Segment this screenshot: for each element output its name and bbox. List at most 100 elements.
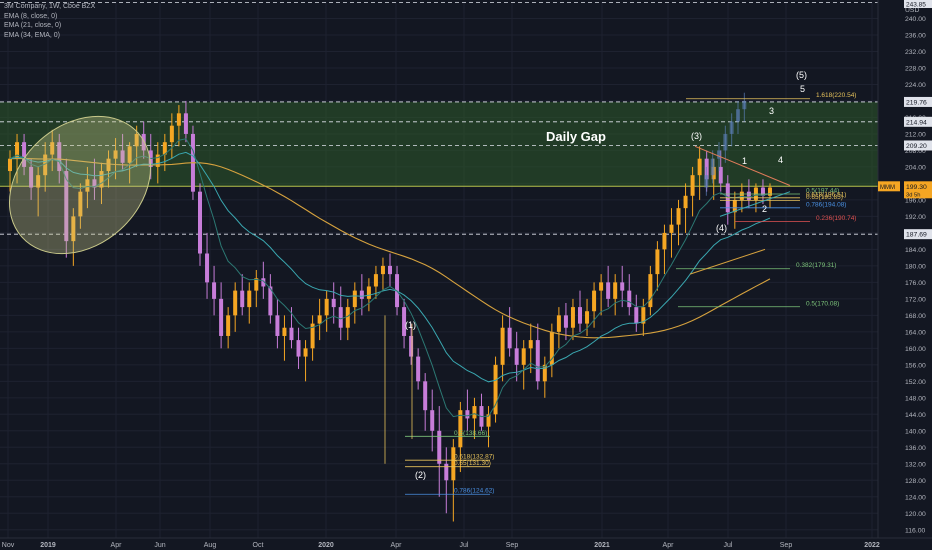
candle-body	[676, 208, 681, 225]
symbol-title[interactable]: 3M Company, 1W, Cboe BZX	[4, 3, 96, 10]
candle-body	[219, 298, 224, 336]
candle-body	[247, 290, 252, 308]
candle-body	[282, 327, 287, 336]
candle-body	[57, 142, 62, 172]
candle-body	[212, 282, 217, 299]
y-tick-label: 156.00	[905, 362, 926, 369]
candle-body	[493, 364, 498, 415]
top-price-badge	[904, 0, 932, 8]
y-tick-label: 164.00	[905, 329, 926, 336]
x-tick-label: Apr	[391, 542, 403, 549]
y-tick-label: 160.00	[905, 346, 926, 353]
candle-body	[43, 154, 48, 176]
candle-body	[78, 191, 83, 217]
fib-label: 1.618(220.54)	[816, 92, 856, 99]
candle-body	[690, 175, 695, 196]
y-tick-label: 192.00	[905, 214, 926, 221]
candle-body	[423, 381, 428, 411]
candle-body	[683, 195, 688, 209]
candle-body	[444, 463, 449, 481]
candle-body	[338, 307, 343, 328]
ema34-legend[interactable]: EMA (34, EMA, 0)	[4, 31, 61, 39]
price-badge	[904, 229, 932, 240]
mmm-tag	[878, 181, 900, 192]
x-tick-label: Jul	[460, 542, 469, 549]
candle-body	[8, 158, 12, 172]
y-tick-label: 148.00	[905, 395, 926, 402]
y-tick-label: 120.00	[905, 511, 926, 518]
candle-body	[732, 199, 737, 213]
price-axis-bg	[878, 0, 932, 550]
time-axis-bg	[0, 538, 932, 550]
candle-body	[331, 298, 336, 308]
candle-body	[15, 142, 20, 159]
candle-body	[662, 232, 667, 250]
ema8-legend[interactable]: EMA (8, close, 0)	[4, 12, 58, 20]
trendline-upper	[694, 145, 791, 186]
candle-body	[345, 307, 350, 328]
ema21-legend[interactable]: EMA (21, close, 0)	[4, 22, 62, 29]
daily-gap-label: Daily Gap	[546, 129, 606, 144]
price-badge	[904, 140, 932, 151]
candle-body	[437, 430, 442, 464]
x-tick-label: Oct	[253, 542, 264, 549]
candle-body	[254, 278, 259, 291]
candle-body	[296, 340, 301, 357]
candle-body	[465, 410, 470, 419]
projected-candle	[742, 100, 747, 110]
y-tick-label: 144.00	[905, 412, 926, 419]
price-badge-label: 219.76	[906, 99, 927, 106]
candle-body	[416, 356, 421, 382]
y-tick-label: 116.00	[905, 527, 926, 534]
candle-body	[655, 249, 660, 275]
y-tick-label: 136.00	[905, 445, 926, 452]
y-tick-label: 212.00	[905, 131, 926, 138]
candle-body	[141, 133, 146, 151]
candle-body	[352, 290, 357, 308]
projected-candle	[704, 175, 709, 188]
current-price-badge	[904, 181, 932, 199]
candle-body	[634, 307, 639, 324]
candle-body	[627, 290, 632, 308]
candle-body	[578, 307, 582, 324]
candle-body	[205, 253, 210, 283]
candle-body	[697, 158, 702, 176]
candle-body	[592, 290, 597, 312]
candle-body	[472, 406, 477, 419]
sub-1-label: 1	[742, 156, 747, 166]
fib-label: 0.5(170.08)	[806, 300, 839, 307]
candle-body	[430, 410, 435, 431]
candle-body	[606, 282, 611, 299]
x-tick-label: Sep	[780, 542, 793, 549]
candle-body	[198, 191, 202, 254]
sub-4-label: 4	[778, 155, 783, 165]
candle-body	[373, 274, 378, 287]
x-tick-label: Sep	[506, 542, 519, 549]
x-tick-label: Apr	[111, 542, 123, 549]
candle-body	[359, 290, 364, 299]
candle-body	[549, 331, 554, 365]
candle-body	[500, 327, 505, 365]
y-tick-label: 196.00	[905, 197, 926, 204]
candle-body	[106, 158, 111, 172]
trendline-lower	[719, 191, 791, 217]
candle-body	[275, 315, 280, 336]
candle-body	[768, 187, 772, 196]
y-tick-label: 228.00	[905, 65, 926, 72]
price-badge-label: 214.94	[906, 119, 927, 126]
fib-label: 0.382(179.31)	[796, 262, 836, 269]
chart-legend: 3M Company, 1W, Cboe BZX EMA (8, close, …	[4, 2, 95, 40]
x-tick-label: 2019	[40, 542, 56, 549]
projected-candle	[710, 158, 715, 176]
fib-label: 0.786(194.08)	[806, 201, 846, 208]
y-tick-label: 168.00	[905, 313, 926, 320]
candle-body	[50, 142, 55, 155]
x-tick-label: Jul	[724, 542, 733, 549]
candle-body	[451, 447, 456, 481]
candle-body	[303, 348, 308, 357]
y-tick-label: 152.00	[905, 379, 926, 386]
price-badge-label: 187.69	[906, 232, 927, 239]
